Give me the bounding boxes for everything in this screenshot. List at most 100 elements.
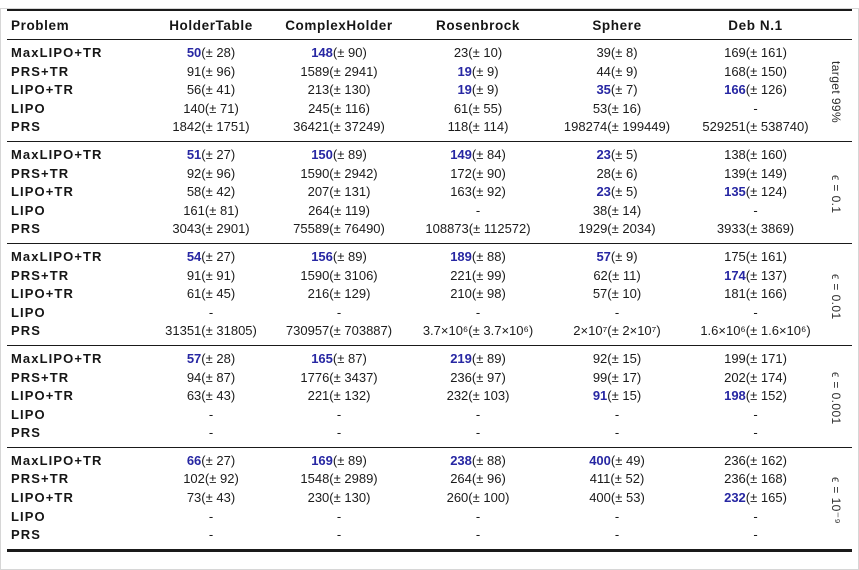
result-value: 139 <box>724 165 746 181</box>
result-stddev: (± 31805) <box>201 323 257 339</box>
result-stddev: (± 92) <box>204 471 239 487</box>
result-value: 91 <box>186 63 202 79</box>
result-value: 236 <box>724 471 746 487</box>
result-value: 3933 <box>716 221 746 237</box>
result-value: 54 <box>186 248 202 264</box>
result-stddev: (± 119) <box>329 202 370 218</box>
result-cell: 245(± 116) <box>265 100 413 119</box>
result-value: - <box>336 304 342 320</box>
result-cell: 199(± 171) <box>691 345 820 368</box>
result-value: 400 <box>589 452 611 468</box>
result-cell: 165(± 87) <box>265 345 413 368</box>
result-cell: 189(± 88) <box>413 243 543 266</box>
result-cell: 207(± 131) <box>265 183 413 202</box>
result-stddev: (± 160) <box>745 146 787 162</box>
result-cell: 39(± 8) <box>543 40 691 63</box>
result-value: 199 <box>724 350 746 366</box>
result-stddev: (± 199449) <box>607 119 671 135</box>
result-cell: 63(± 43) <box>157 387 265 406</box>
result-value: 91 <box>186 267 202 283</box>
result-cell: 91(± 15) <box>543 387 691 406</box>
result-cell: 28(± 6) <box>543 165 691 184</box>
result-value: 91 <box>592 388 608 404</box>
result-stddev: (± 2901) <box>201 221 250 237</box>
result-stddev: (± 97) <box>471 369 506 385</box>
result-value: 210 <box>450 286 472 302</box>
result-stddev: (± 89) <box>332 452 367 468</box>
result-cell: 118(± 114) <box>413 118 543 141</box>
result-value: - <box>475 508 481 524</box>
result-stddev: (± 91) <box>201 267 236 283</box>
column-header-sphere: Sphere <box>543 9 691 40</box>
result-cell: - <box>543 304 691 323</box>
result-value: 221 <box>307 388 330 404</box>
result-value: - <box>753 527 758 543</box>
result-value: 118 <box>447 119 469 135</box>
result-stddev: (± 43) <box>201 388 236 404</box>
result-stddev: (± 9) <box>610 248 638 264</box>
result-stddev: (± 89) <box>471 350 506 366</box>
result-value: 216 <box>307 286 330 302</box>
result-value: - <box>475 304 481 320</box>
result-value: 165 <box>311 350 333 366</box>
result-cell: 36421(± 37249) <box>265 118 413 141</box>
method-label: LIPO <box>11 508 46 524</box>
result-stddev: (± 3869) <box>745 221 795 237</box>
header-row: Problem HolderTable ComplexHolder Rosenb… <box>7 9 852 40</box>
result-stddev: (± 81) <box>204 202 239 218</box>
result-value: 38 <box>592 202 608 218</box>
result-cell: - <box>543 508 691 527</box>
result-value: 148 <box>311 45 333 60</box>
result-stddev: (± 171) <box>745 350 787 366</box>
result-value: 202 <box>724 369 746 385</box>
method-label: LIPO <box>11 304 46 320</box>
result-value: 2×10⁷ <box>573 323 608 339</box>
result-stddev: (± 14) <box>607 202 642 218</box>
result-cell: 94(± 87) <box>157 369 265 388</box>
result-stddev: (± 76490) <box>329 221 385 237</box>
section-2: MaxLIPO+TR 54(± 27) 156(± 89) 189(± 88) 57(±… <box>7 243 852 345</box>
table-row: PRS 31351(± 31805) 730957(± 703887) 3.7×10⁶… <box>7 322 852 345</box>
table-row: PRS - - - - - <box>7 526 852 550</box>
result-cell: 156(± 89) <box>265 243 413 266</box>
result-value: - <box>614 304 620 320</box>
result-cell: - <box>413 424 543 447</box>
result-stddev: (± 90) <box>471 165 506 181</box>
table-row: LIPO+TR 56(± 41) 213(± 130) 19(± 9) 35(± 7) 1… <box>7 81 852 100</box>
result-value: 1590 <box>300 165 330 181</box>
result-cell: 57(± 28) <box>157 345 265 368</box>
result-value: 529251 <box>702 119 746 135</box>
result-value: 411 <box>589 471 611 487</box>
result-value: - <box>753 304 758 320</box>
section-label-cell: ϵ = 0.001 <box>820 345 852 447</box>
result-stddev: (± 96) <box>471 471 506 487</box>
table-row: PRS+TR 91(± 96) 1589(± 2941) 19(± 9) 44(± 9)… <box>7 63 852 82</box>
result-cell: 238(± 88) <box>413 447 543 470</box>
result-cell: 91(± 96) <box>157 63 265 82</box>
result-value: 150 <box>311 146 333 162</box>
result-cell: - <box>543 406 691 425</box>
method-label: LIPO+TR <box>11 490 74 506</box>
result-cell: 50(± 28) <box>157 40 265 63</box>
result-value: 230 <box>307 490 330 506</box>
result-cell: 54(± 27) <box>157 243 265 266</box>
result-cell: 1929(± 2034) <box>543 220 691 243</box>
result-cell: - <box>157 424 265 447</box>
result-value: - <box>208 406 214 422</box>
result-cell: 1.6×10⁶(± 1.6×10⁶) <box>691 322 820 345</box>
result-value: 61 <box>186 286 202 302</box>
result-value: 198 <box>724 388 746 404</box>
result-cell: 400(± 53) <box>543 489 691 508</box>
column-header-complexholder: ComplexHolder <box>265 9 413 40</box>
result-stddev: (± 88) <box>471 248 506 264</box>
method-label: LIPO <box>11 100 46 116</box>
result-stddev: (± 98) <box>471 286 506 302</box>
result-cell: - <box>157 508 265 527</box>
result-value: 1776 <box>300 369 330 385</box>
method-label: LIPO <box>11 406 46 422</box>
result-value: 135 <box>724 184 746 200</box>
result-value: - <box>475 527 481 543</box>
result-cell: 210(± 98) <box>413 285 543 304</box>
result-cell: - <box>691 424 820 447</box>
method-label: PRS <box>11 221 42 237</box>
